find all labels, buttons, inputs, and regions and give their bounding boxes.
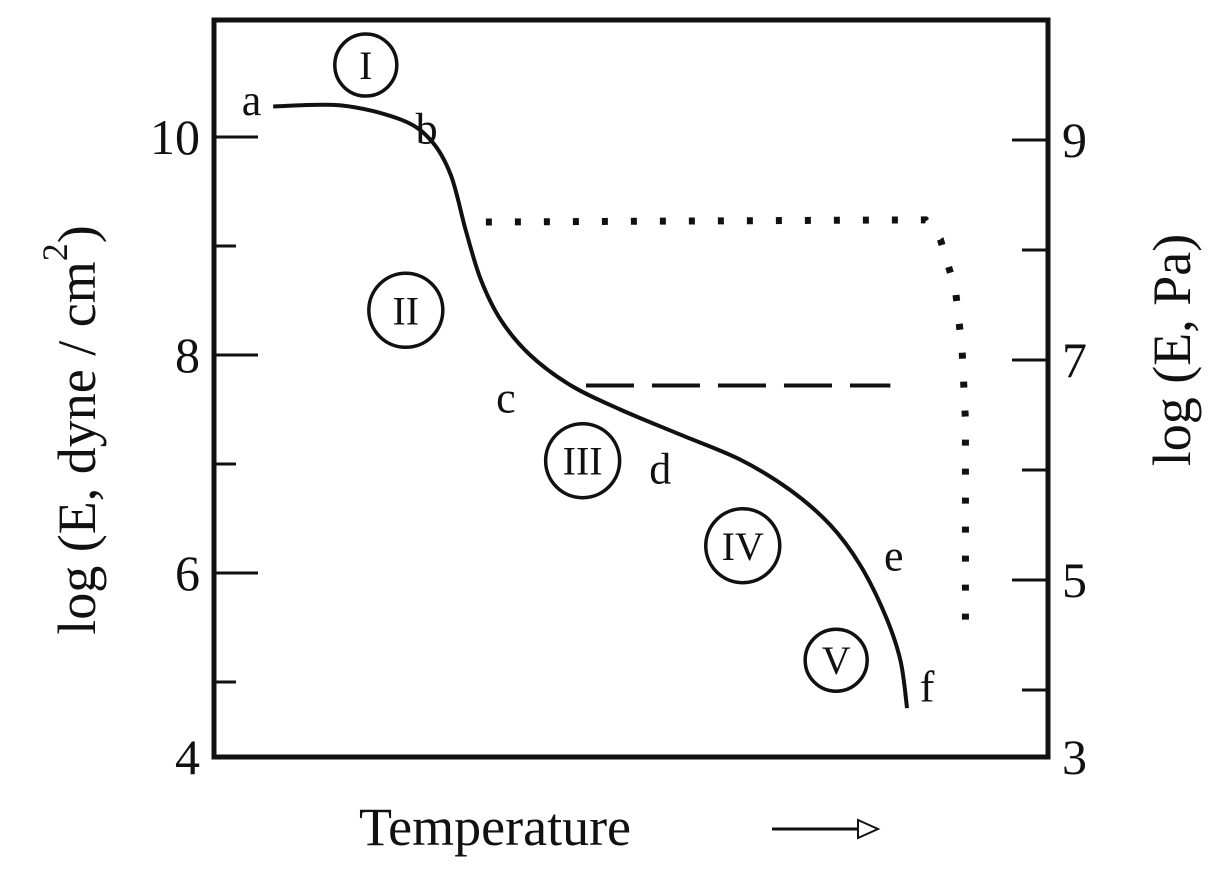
dotted-curve [485, 216, 969, 626]
region-label: I [359, 43, 372, 88]
region-circle [543, 421, 622, 500]
solid-curve [273, 102, 910, 709]
region-circle [333, 32, 399, 98]
right-tick-label: 9 [1062, 112, 1087, 168]
left-axis-title: log (E, dyne / cm2) [35, 225, 107, 634]
arrow-right-icon [772, 818, 881, 840]
point-label: d [649, 444, 671, 493]
point-label: b [416, 104, 438, 153]
point-label: c [496, 374, 516, 423]
plot-frame [211, 17, 1051, 760]
left-axis-ticks: 10 8 6 4 [150, 109, 258, 785]
region-circle [803, 627, 869, 693]
right-axis-title: log (E, Pa) [1142, 234, 1202, 466]
left-tick-label: 6 [175, 545, 200, 601]
left-tick-label: 8 [175, 327, 200, 383]
point-label: e [884, 532, 904, 581]
series-group [273, 102, 969, 709]
right-tick-label: 7 [1062, 332, 1087, 388]
point-labels: a b c d e f [242, 76, 935, 711]
point-label: f [920, 662, 935, 711]
point-label: a [242, 76, 262, 125]
right-tick-label: 5 [1062, 552, 1087, 608]
x-axis-title: Temperature [359, 797, 631, 857]
region-label: III [563, 439, 603, 484]
region-circle [367, 271, 445, 350]
left-axis-title-superscript: 2 [35, 243, 75, 261]
region-label: II [392, 288, 419, 333]
right-tick-label: 3 [1062, 729, 1087, 785]
left-tick-label: 4 [175, 729, 200, 785]
region-label: IV [722, 524, 764, 569]
right-axis-ticks: 9 7 5 3 [1012, 112, 1087, 785]
region-label: V [822, 638, 851, 683]
left-axis-title-close: ) [47, 225, 107, 243]
left-tick-label: 10 [150, 109, 200, 165]
region-circle [704, 507, 782, 585]
left-axis-title-text: log (E, dyne / cm [47, 261, 107, 634]
